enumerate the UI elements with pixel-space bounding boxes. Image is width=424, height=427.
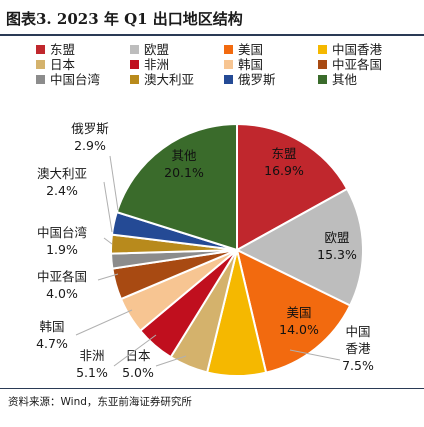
legend-item: 澳大利亚 [130,72,224,87]
legend-label: 中国香港 [332,42,383,57]
legend-label: 日本 [50,57,76,72]
chart-title: 图表3. 2023 年 Q1 出口地区结构 [6,10,243,28]
pie-slice [234,187,364,307]
slice-label: 其他 [171,148,197,163]
legend-item: 东盟 [36,42,130,57]
legend-label: 中国台湾 [50,72,101,87]
leader-line [75,309,133,336]
slice-label: 欧盟 [324,230,349,245]
legend-label: 欧盟 [144,42,170,57]
leader-line [113,334,157,367]
legend-swatch [318,75,327,84]
slice-label: 非洲 [79,348,104,363]
slice-value-label: 4.0% [46,286,78,301]
leader-line [155,355,187,367]
legend-item: 中国香港 [318,42,412,57]
slice-label: 日本 [125,348,151,363]
title-bar: 图表3. 2023 年 Q1 出口地区结构 [0,0,424,36]
legend-label: 澳大利亚 [144,72,195,87]
slice-value-label: 14.0% [279,322,319,337]
legend-swatch [224,60,233,69]
legend-label: 中亚各国 [332,57,383,72]
legend-item: 日本 [36,57,130,72]
slice-label: 美国 [286,305,311,320]
slice-value-label: 7.5% [342,358,374,373]
legend-item: 韩国 [224,57,318,72]
legend-row: 中国台湾 澳大利亚 俄罗斯 其他 [36,72,424,87]
legend-row: 日本 非洲 韩国 中亚各国 [36,57,424,72]
leader-line [289,349,341,361]
leader-line [103,181,113,233]
slice-label: 东盟 [271,146,296,161]
slice-label: 中国香港 [345,324,371,356]
pie-slice [235,248,352,374]
legend-swatch [318,60,327,69]
legend-label: 东盟 [50,42,76,57]
legend-item: 美国 [224,42,318,57]
slice-label: 中亚各国 [37,269,87,284]
pie-slice [236,122,349,252]
source-note: 资料来源：Wind，东亚前海证券研究所 [8,396,192,408]
slice-value-label: 2.9% [74,138,106,153]
leader-line [109,155,119,211]
slice-value-label: 5.0% [122,365,154,380]
legend-swatch [318,45,327,54]
legend-item: 欧盟 [130,42,224,57]
slice-value-label: 20.1% [164,165,204,180]
legend-label: 韩国 [238,57,264,72]
legend-swatch [36,75,45,84]
slice-value-label: 5.1% [76,365,108,380]
legend-item: 俄罗斯 [224,72,318,87]
slice-value-label: 1.9% [46,242,78,257]
legend-label: 其他 [332,72,358,87]
slice-value-label: 2.4% [46,183,78,198]
legend-swatch [224,45,233,54]
legend-swatch [36,45,45,54]
legend-item: 其他 [318,72,412,87]
slice-value-label: 15.3% [317,247,357,262]
pie-slice [115,122,238,252]
slice-label: 韩国 [39,319,64,334]
legend-label: 美国 [238,42,264,57]
legend-swatch [224,75,233,84]
chart-legend: 东盟 欧盟 美国 中国香港日本 非洲 韩国 中亚各国中国台湾 澳大利亚 俄罗斯 其他 [36,42,424,87]
legend-swatch [130,60,139,69]
legend-swatch [130,75,139,84]
pie-chart: 东盟 16.9% 欧盟 15.3% 美国 14.0% 中国香港 7.5% 日本 5.0% 非洲 5.1… [36,121,374,380]
slice-label: 中国台湾 [37,225,87,240]
legend-item: 非洲 [130,57,224,72]
slice-label: 澳大利亚 [37,166,87,181]
legend-label: 俄罗斯 [238,72,276,87]
leader-line [97,273,119,281]
legend-label: 非洲 [144,57,170,72]
slice-value-label: 4.7% [36,336,68,351]
legend-item: 中国台湾 [36,72,130,87]
legend-swatch [36,60,45,69]
legend-row: 东盟 欧盟 美国 中国香港 [36,42,424,57]
slice-label: 俄罗斯 [71,121,109,136]
legend-item: 中亚各国 [318,57,412,72]
slice-value-label: 16.9% [264,163,304,178]
legend-swatch [130,45,139,54]
leader-line [103,237,113,245]
bottom-divider [0,388,424,389]
